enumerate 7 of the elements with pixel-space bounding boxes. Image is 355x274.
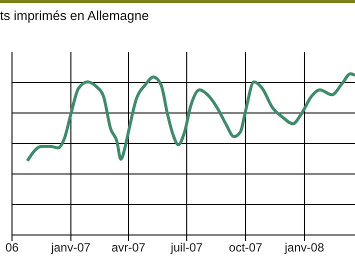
x-tick-label: avr-07	[111, 240, 146, 255]
x-tick-label: 06	[5, 240, 19, 255]
x-tick-label: oct-07	[228, 240, 263, 255]
chart-title: ts imprimés en Allemagne	[0, 8, 149, 23]
x-tick-label: juil-07	[170, 240, 204, 255]
x-tick-label: janv-08	[284, 240, 324, 255]
x-tick-label: janv-07	[50, 240, 91, 255]
